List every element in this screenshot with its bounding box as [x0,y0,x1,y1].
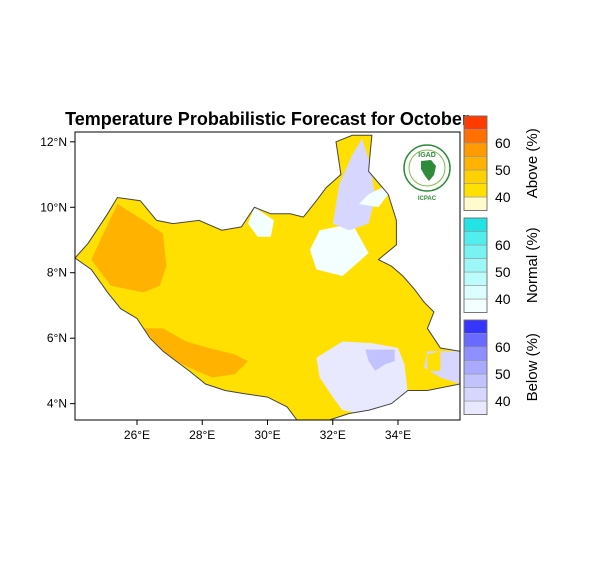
above-swatch [463,169,488,184]
y-tick-label: 10°N [40,200,67,214]
above-swatch [463,183,488,198]
above-swatch [463,142,488,157]
below-swatch [463,319,488,334]
forecast-zone-10 [427,351,441,371]
logo-top-text: IGAD [418,152,436,159]
normal-tick-label: 40 [495,291,511,307]
normal-swatch [463,244,488,259]
normal-label: Normal (%) [524,227,541,303]
y-axis: 12°N 10°N 8°N 6°N 4°N [40,135,75,411]
above-tick-label: 40 [495,189,511,205]
forecast-zone-8 [365,349,395,371]
above-swatch [463,156,488,171]
normal-swatch [463,217,488,232]
igad-logo: IGAD ICPAC [403,144,451,202]
above-swatch [463,196,488,211]
normal-swatch [463,271,488,286]
below-swatch [463,387,488,402]
below-tick-label: 60 [495,339,511,355]
above-label: Above (%) [524,128,541,198]
below-tick-label: 40 [495,393,511,409]
below-swatch [463,360,488,375]
forecast-zone-3 [247,207,274,237]
africa-icon [421,160,436,181]
forecast-zone-1 [91,204,167,293]
country-border [75,134,460,420]
x-tick-label: 26°E [124,428,150,442]
y-tick-label: 12°N [40,135,67,149]
map-title: Temperature Probabilistic Forecast for O… [65,109,469,129]
x-tick-label: 30°E [254,428,280,442]
forecast-zone-6 [358,187,389,208]
color-legend: 60 50 40 Above (%) 60 50 40 Normal (%) 60 50 40 Bel… [463,115,541,415]
country-fill [75,135,460,420]
below-swatch [463,400,488,415]
below-swatch [463,333,488,348]
below-swatch [463,346,488,361]
x-tick-label: 28°E [189,428,215,442]
above-swatch [463,129,488,144]
y-tick-label: 6°N [47,331,67,345]
above-tick-label: 60 [495,135,511,151]
normal-swatch [463,258,488,273]
forecast-zone-4 [309,223,369,276]
normal-tick-label: 60 [495,237,511,253]
below-swatch [463,373,488,388]
above-tick-label: 50 [495,162,511,178]
y-tick-label: 8°N [47,266,67,280]
x-tick-label: 32°E [320,428,346,442]
normal-tick-label: 50 [495,264,511,280]
above-colorbar [463,115,488,211]
x-axis: 26°E 28°E 30°E 32°E 34°E [124,420,411,442]
normal-swatch [463,285,488,300]
below-tick-label: 50 [495,366,511,382]
below-colorbar [463,319,488,415]
y-tick-label: 4°N [47,397,67,411]
forecast-zone-2 [143,328,248,378]
above-swatch [463,115,488,130]
logo-bottom-text: ICPAC [418,196,437,202]
normal-colorbar [463,217,488,313]
forecast-zone-5 [332,138,376,231]
below-label: Below (%) [524,333,541,401]
normal-swatch [463,231,488,246]
x-tick-label: 34°E [385,428,411,442]
normal-swatch [463,298,488,313]
